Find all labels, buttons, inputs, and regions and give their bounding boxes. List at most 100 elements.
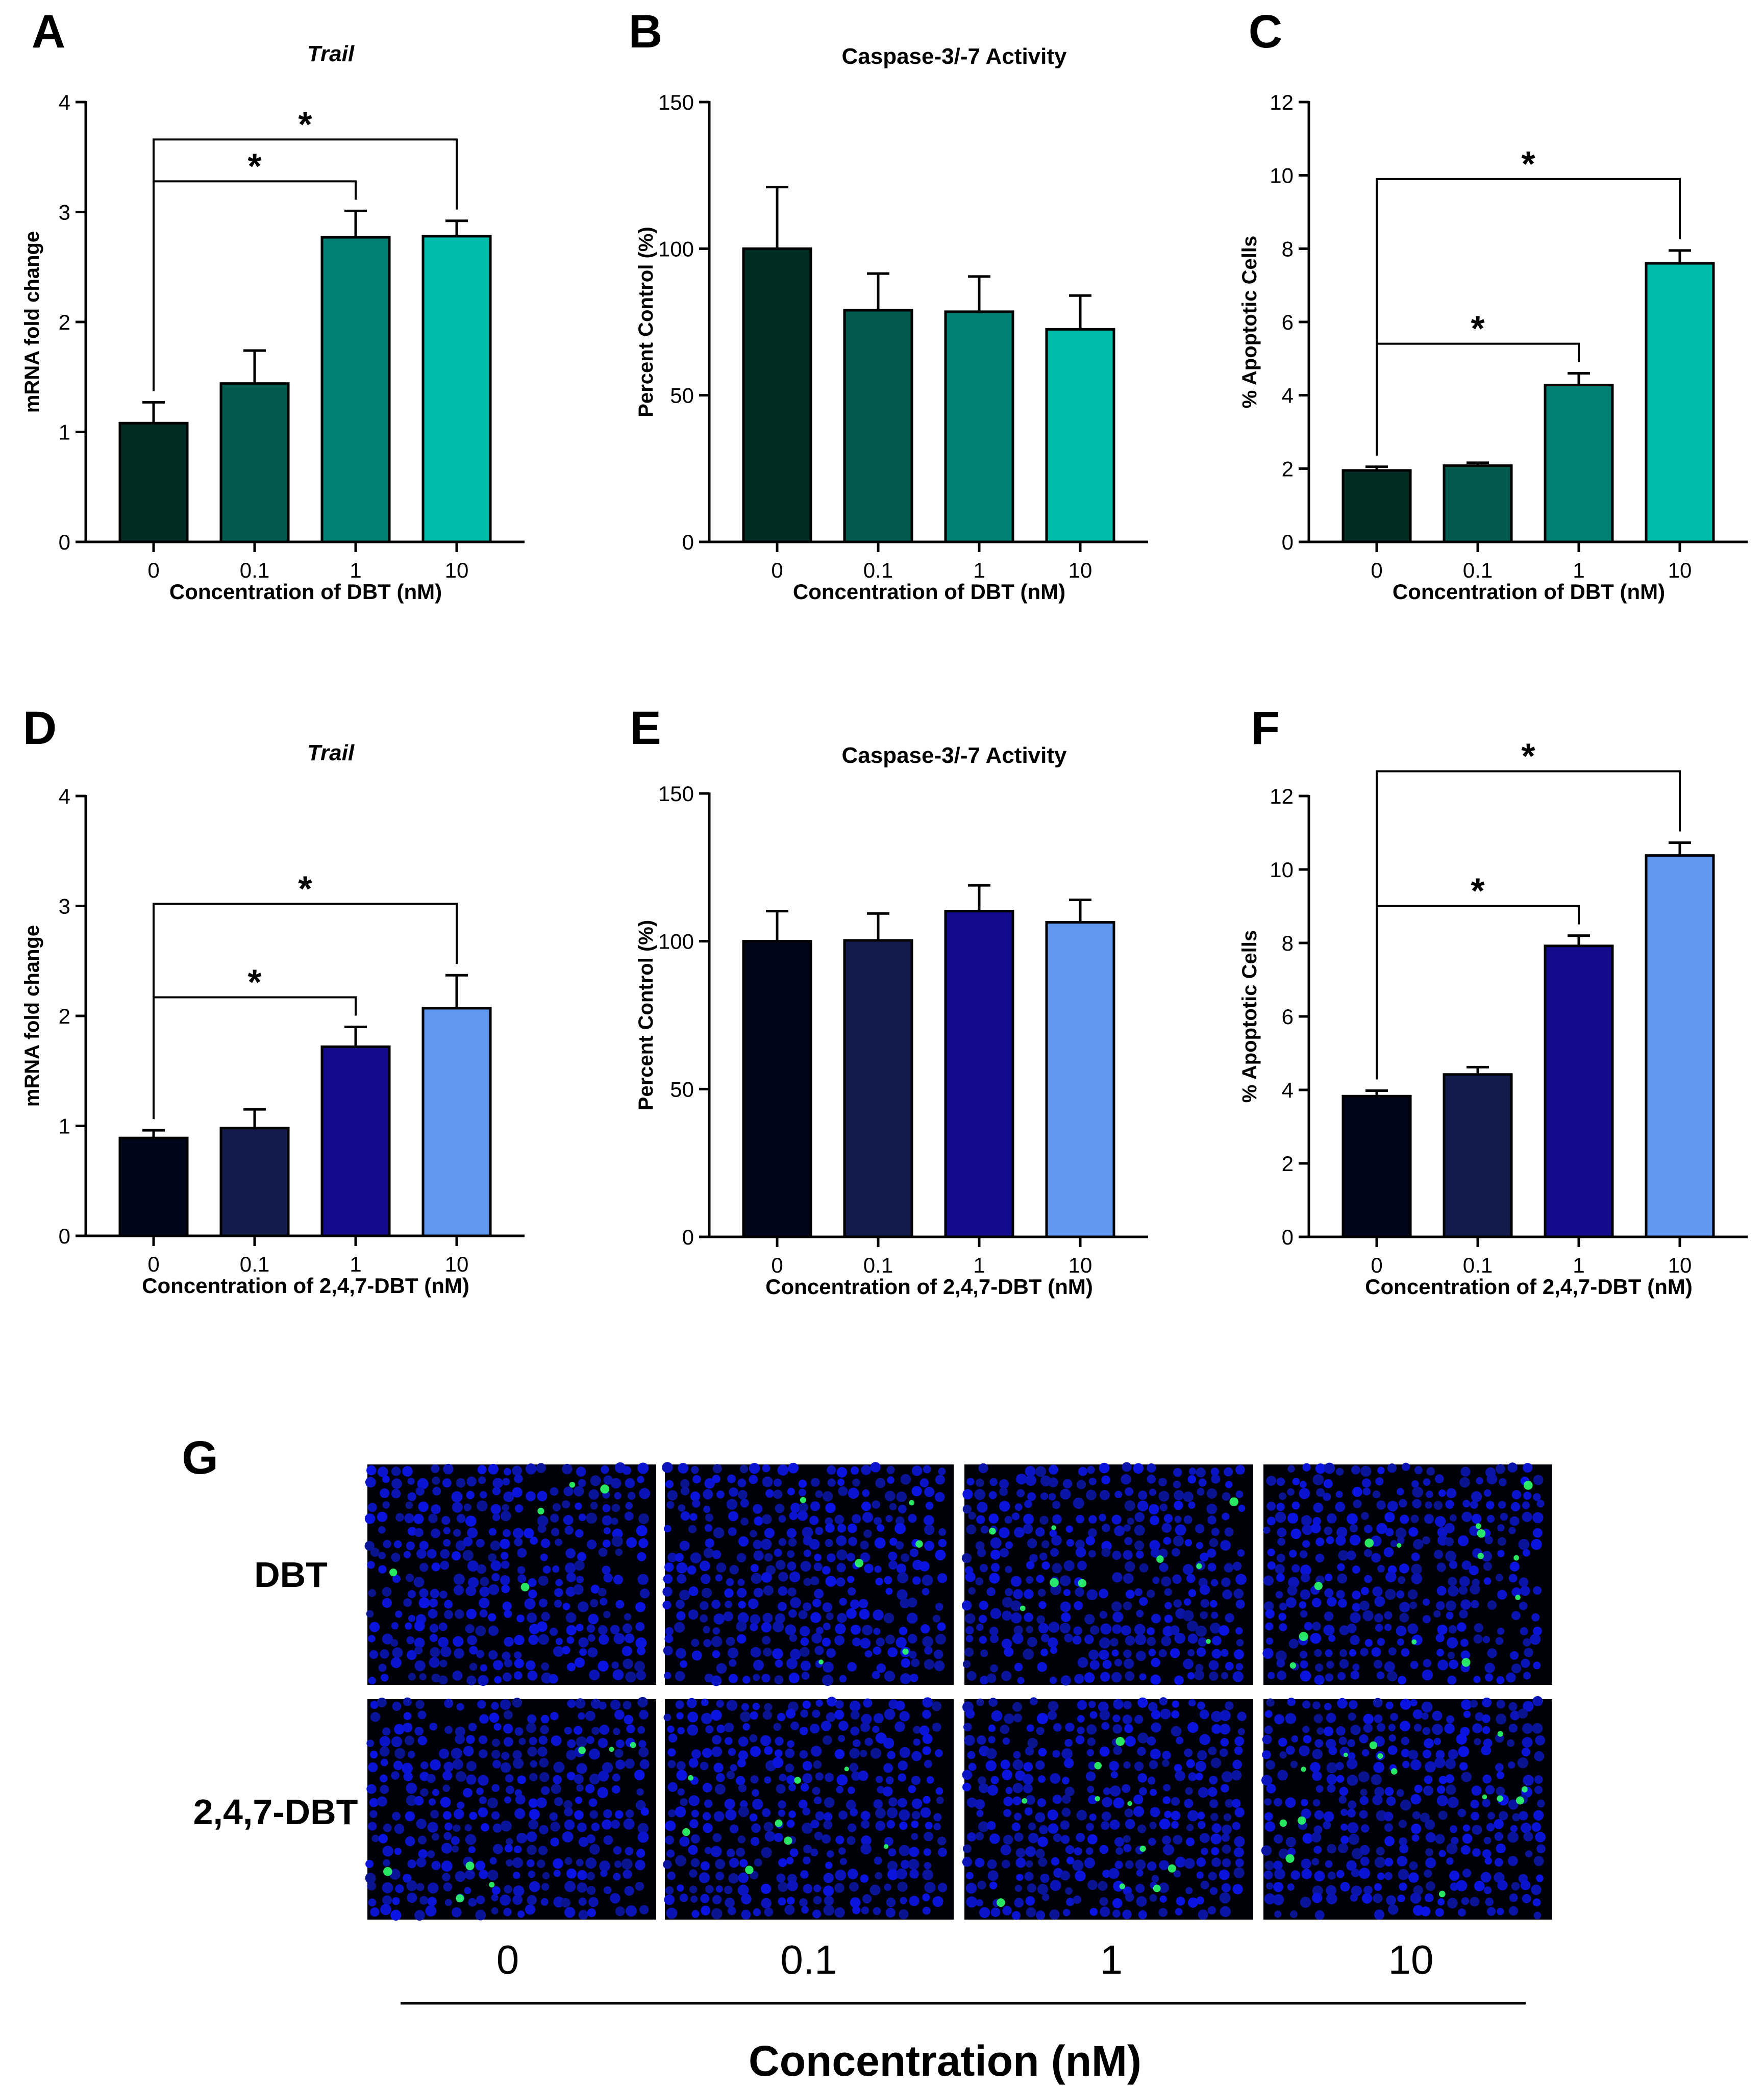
nucleus xyxy=(1265,1609,1275,1619)
nucleus xyxy=(1197,1811,1205,1820)
nucleus xyxy=(479,1609,488,1618)
nucleus xyxy=(491,1894,499,1902)
nucleus xyxy=(1074,1601,1083,1610)
nucleus xyxy=(712,1833,722,1843)
nucleus xyxy=(1310,1632,1322,1644)
y-tick-label: 1 xyxy=(59,420,70,444)
nucleus xyxy=(1535,1735,1546,1746)
nucleus xyxy=(1264,1893,1276,1905)
nucleus xyxy=(1347,1808,1356,1818)
nucleus xyxy=(873,1609,884,1621)
nucleus xyxy=(1340,1835,1349,1844)
nucleus xyxy=(790,1503,801,1513)
nucleus xyxy=(1413,1539,1424,1550)
nucleus xyxy=(394,1748,406,1759)
nucleus xyxy=(1276,1477,1285,1486)
nucleus xyxy=(1524,1648,1533,1657)
significance-bracket: * xyxy=(1376,309,1580,456)
nucleus xyxy=(475,1625,486,1636)
nucleus xyxy=(738,1536,749,1547)
nucleus xyxy=(1150,1749,1161,1760)
nucleus xyxy=(611,1661,619,1669)
nucleus xyxy=(779,1774,787,1782)
nucleus xyxy=(810,1724,820,1734)
nucleus xyxy=(623,1818,635,1830)
y-tick-label: 12 xyxy=(1270,90,1294,114)
nucleus xyxy=(466,1608,477,1620)
nucleus xyxy=(529,1881,540,1893)
nucleus xyxy=(711,1675,722,1686)
nucleus xyxy=(1219,1625,1229,1636)
nucleus xyxy=(789,1511,798,1521)
nucleus xyxy=(566,1750,577,1760)
nucleus xyxy=(1101,1722,1110,1730)
nucleus xyxy=(500,1699,511,1710)
nucleus xyxy=(1374,1596,1385,1607)
nucleus xyxy=(379,1746,390,1757)
nucleus xyxy=(1291,1735,1299,1743)
nucleus xyxy=(873,1628,881,1635)
nucleus xyxy=(1048,1701,1059,1712)
significance-bracket: * xyxy=(153,104,458,391)
nucleus xyxy=(911,1658,920,1668)
nucleus xyxy=(383,1539,391,1549)
nucleus xyxy=(624,1886,634,1896)
nucleus xyxy=(1338,1796,1347,1804)
nucleus xyxy=(1171,1810,1181,1821)
nucleus xyxy=(687,1711,699,1723)
nucleus xyxy=(1114,1860,1123,1869)
nucleus xyxy=(1412,1811,1421,1820)
apoptotic-cell xyxy=(1095,1796,1100,1802)
bar xyxy=(219,382,290,543)
nucleus xyxy=(1148,1837,1156,1846)
nucleus xyxy=(1065,1887,1073,1895)
significance-bracket: * xyxy=(153,868,458,1120)
nucleus xyxy=(1122,1784,1131,1793)
nucleus xyxy=(589,1774,600,1784)
nucleus xyxy=(1072,1635,1082,1645)
nucleus xyxy=(1200,1552,1209,1562)
nucleus xyxy=(1511,1587,1521,1597)
nucleus xyxy=(909,1896,920,1906)
nucleus xyxy=(555,1637,563,1645)
nucleus xyxy=(603,1573,613,1583)
nucleus xyxy=(827,1465,836,1475)
nucleus xyxy=(1495,1574,1503,1582)
nucleus xyxy=(540,1538,551,1548)
nucleus xyxy=(715,1885,723,1893)
nucleus xyxy=(587,1634,595,1642)
nucleus xyxy=(622,1466,631,1475)
nucleus xyxy=(812,1709,821,1718)
nucleus xyxy=(425,1905,437,1917)
nucleus xyxy=(1351,1869,1360,1877)
nucleus xyxy=(740,1518,749,1526)
nucleus xyxy=(1013,1751,1021,1759)
nucleus xyxy=(1200,1599,1209,1608)
nucleus xyxy=(1073,1895,1082,1904)
nucleus xyxy=(874,1565,882,1573)
nucleus xyxy=(1099,1709,1110,1721)
nucleus xyxy=(1066,1856,1074,1864)
nucleus xyxy=(785,1763,794,1773)
nucleus xyxy=(402,1466,413,1477)
nucleus xyxy=(1114,1525,1125,1536)
nucleus xyxy=(574,1726,583,1735)
nucleus xyxy=(1401,1648,1410,1657)
apoptotic-cell xyxy=(1475,1523,1481,1529)
nucleus xyxy=(762,1612,773,1623)
nucleus xyxy=(858,1770,868,1781)
nucleus xyxy=(761,1514,772,1525)
nucleus xyxy=(1161,1636,1172,1647)
nucleus xyxy=(590,1475,601,1486)
x-axis-label: Concentration of DBT (nM) xyxy=(793,580,1065,604)
nucleus xyxy=(555,1579,563,1586)
nucleus xyxy=(1450,1825,1458,1833)
nucleus xyxy=(369,1622,380,1632)
nucleus xyxy=(514,1845,522,1854)
nucleus xyxy=(476,1538,485,1548)
nucleus xyxy=(742,1676,751,1684)
nucleus xyxy=(896,1637,907,1648)
nucleus xyxy=(1085,1847,1094,1855)
nucleus xyxy=(1398,1676,1406,1685)
nucleus xyxy=(1124,1537,1133,1546)
